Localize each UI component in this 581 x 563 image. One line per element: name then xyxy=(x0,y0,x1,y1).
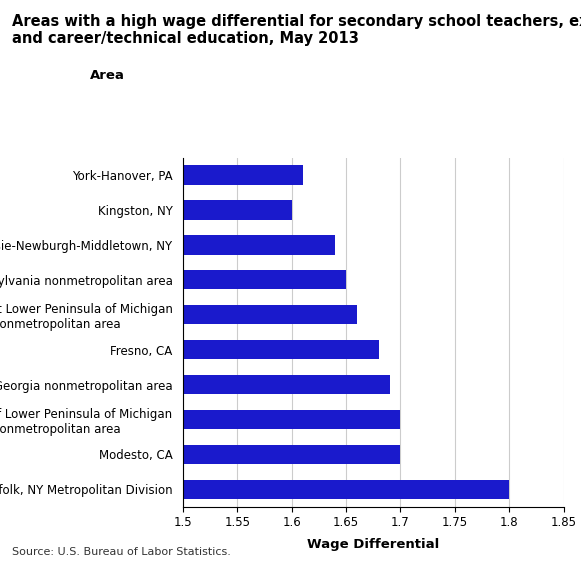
Text: Source: U.S. Bureau of Labor Statistics.: Source: U.S. Bureau of Labor Statistics. xyxy=(12,547,231,557)
Bar xyxy=(183,166,303,185)
Bar xyxy=(183,445,400,464)
Bar xyxy=(183,340,379,359)
Bar xyxy=(183,305,357,324)
Text: Areas with a high wage differential for secondary school teachers, except specia: Areas with a high wage differential for … xyxy=(12,14,581,29)
Bar xyxy=(183,270,346,289)
X-axis label: Wage Differential: Wage Differential xyxy=(307,538,439,551)
Text: and career/technical education, May 2013: and career/technical education, May 2013 xyxy=(12,31,358,46)
Text: Area: Area xyxy=(90,69,125,82)
Bar xyxy=(183,375,390,394)
Bar xyxy=(183,480,509,499)
Bar xyxy=(183,410,400,429)
Bar xyxy=(183,200,292,220)
Bar xyxy=(183,235,335,254)
